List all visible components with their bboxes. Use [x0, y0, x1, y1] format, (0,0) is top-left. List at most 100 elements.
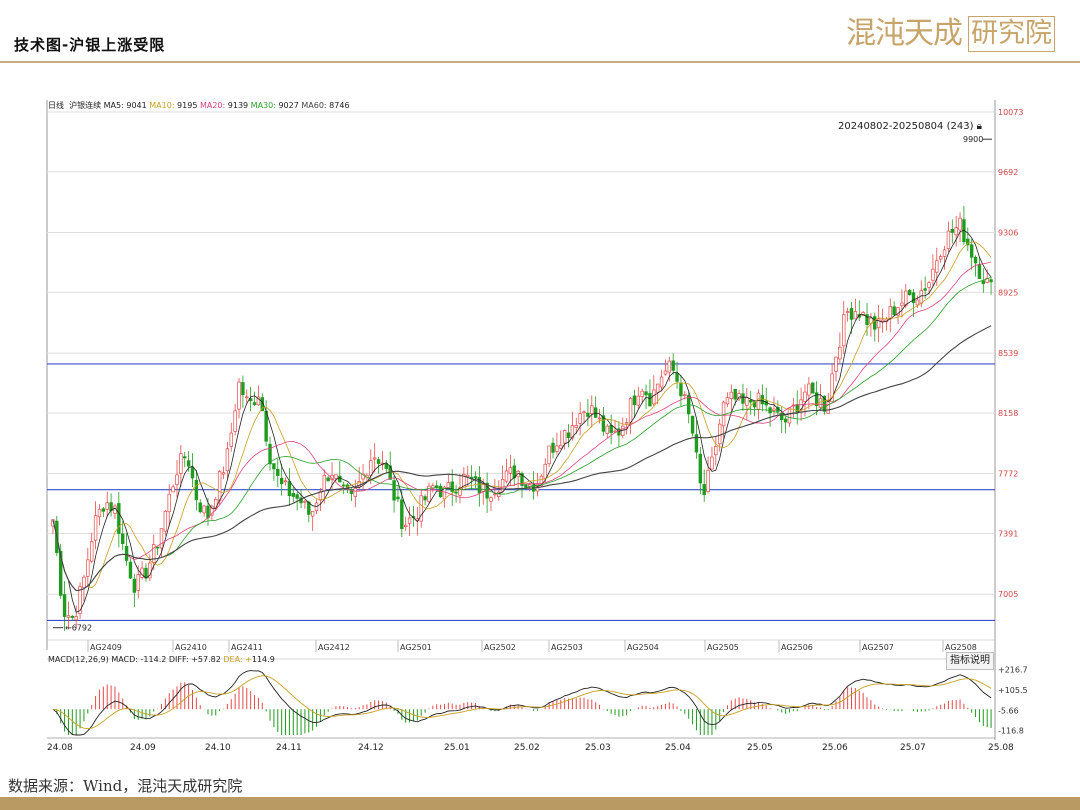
candle-body: [822, 395, 827, 412]
candle-body: [811, 382, 815, 394]
candle-body: [62, 594, 67, 617]
candle-body: [427, 485, 431, 502]
data-source: 数据来源：Wind，混沌天成研究院: [8, 777, 243, 795]
high-marker-label: 9900: [963, 135, 983, 144]
candle-body: [655, 383, 660, 393]
candle-body: [958, 217, 962, 231]
candle-body: [237, 381, 241, 410]
candle-body: [376, 459, 381, 464]
candle-body: [400, 499, 404, 529]
candle-body: [624, 422, 629, 425]
candle-body: [845, 311, 850, 313]
candle-body: [888, 306, 892, 320]
candle-body: [217, 471, 222, 501]
ma5-line: [52, 229, 992, 613]
candle-body: [392, 480, 396, 501]
candle-body: [966, 238, 970, 246]
contract-label: AG2410: [175, 643, 207, 652]
candle-body: [307, 501, 311, 515]
candle-body: [853, 311, 858, 320]
candle-body: [907, 290, 912, 296]
contract-label: AG2503: [551, 643, 583, 652]
candle-body: [675, 372, 679, 382]
candle-body: [435, 485, 439, 488]
candle-body: [667, 360, 672, 373]
price-tick-label: 8158: [998, 409, 1018, 418]
candle-body: [272, 463, 276, 470]
candle-body: [82, 576, 86, 589]
candle-body: [454, 491, 458, 494]
candle-body: [807, 383, 811, 396]
candle-body: [183, 456, 187, 459]
macd-tick-label: -5.66: [998, 706, 1019, 715]
candle-body: [369, 460, 373, 476]
candle-body: [190, 467, 195, 479]
date-range-label: 20240802-20250804 (243) 🔒︎: [838, 121, 982, 132]
indicator-guide-button[interactable]: 指标说明: [946, 652, 994, 670]
candle-body: [915, 299, 920, 306]
candle-body: [923, 288, 927, 291]
candle-body: [338, 475, 342, 483]
candle-body: [179, 453, 183, 474]
candle-body: [214, 499, 218, 510]
candle-body: [128, 561, 133, 579]
price-tick-label: 9692: [998, 168, 1018, 177]
candle-body: [578, 413, 582, 424]
candle-body: [78, 586, 82, 614]
candle-body: [528, 484, 532, 487]
candle-body: [500, 479, 505, 492]
candle-body: [155, 546, 160, 549]
candle-body: [264, 410, 268, 442]
price-chart: 10073 9692 9306 8925 8539 8158 7772 7391 7005 990…: [46, 100, 1028, 750]
contract-label: AG2508: [945, 643, 977, 652]
candle-body: [690, 415, 695, 434]
candle-body: [876, 318, 881, 329]
candle-body: [58, 550, 63, 596]
candle-body: [89, 541, 94, 562]
candle-body: [714, 446, 718, 455]
brand-logo: 混沌天成 研究院: [846, 14, 1056, 54]
contract-label: AG2409: [90, 643, 122, 652]
contract-label: AG2411: [231, 643, 263, 652]
x-axis-label: 25.06: [822, 743, 848, 750]
candle-body: [733, 388, 737, 400]
candle-body: [717, 423, 722, 445]
candle-body: [710, 456, 714, 470]
candle-body: [186, 460, 191, 467]
candle-body: [760, 395, 765, 405]
x-axis-label: 25.01: [444, 743, 470, 750]
candle-body: [749, 399, 753, 403]
candle-body: [93, 515, 98, 541]
candle-body: [276, 468, 280, 476]
ma10-line: [52, 241, 992, 592]
x-axis-label: 24.08: [47, 743, 73, 750]
candle-body: [245, 396, 249, 399]
candle-body: [605, 425, 609, 434]
candle-body: [268, 443, 272, 465]
candle-body: [221, 472, 226, 475]
candle-body: [663, 370, 668, 375]
candle-body: [551, 442, 555, 453]
candle-body: [287, 481, 292, 496]
candle-body: [830, 373, 834, 403]
candle-body: [148, 562, 152, 579]
candle-body: [520, 473, 524, 486]
candle-body: [590, 405, 594, 414]
candle-body: [396, 496, 400, 500]
candle-body: [202, 505, 206, 514]
candle-body: [900, 302, 904, 306]
candle-body: [481, 484, 485, 492]
ma30-line: [52, 276, 992, 592]
candle-body: [826, 400, 830, 414]
diff-line: [52, 670, 992, 736]
low-marker-label: ←6792: [65, 624, 92, 633]
candle-body: [361, 473, 365, 480]
logo-text-b: 研究院: [968, 16, 1055, 52]
candle-body: [574, 424, 578, 429]
candle-body: [175, 474, 179, 486]
candle-body: [489, 497, 493, 502]
instrument-label: 沪银连续: [69, 101, 102, 110]
x-axis-label: 25.04: [665, 743, 691, 750]
contract-label: AG2506: [781, 643, 813, 652]
candle-body: [66, 615, 71, 618]
